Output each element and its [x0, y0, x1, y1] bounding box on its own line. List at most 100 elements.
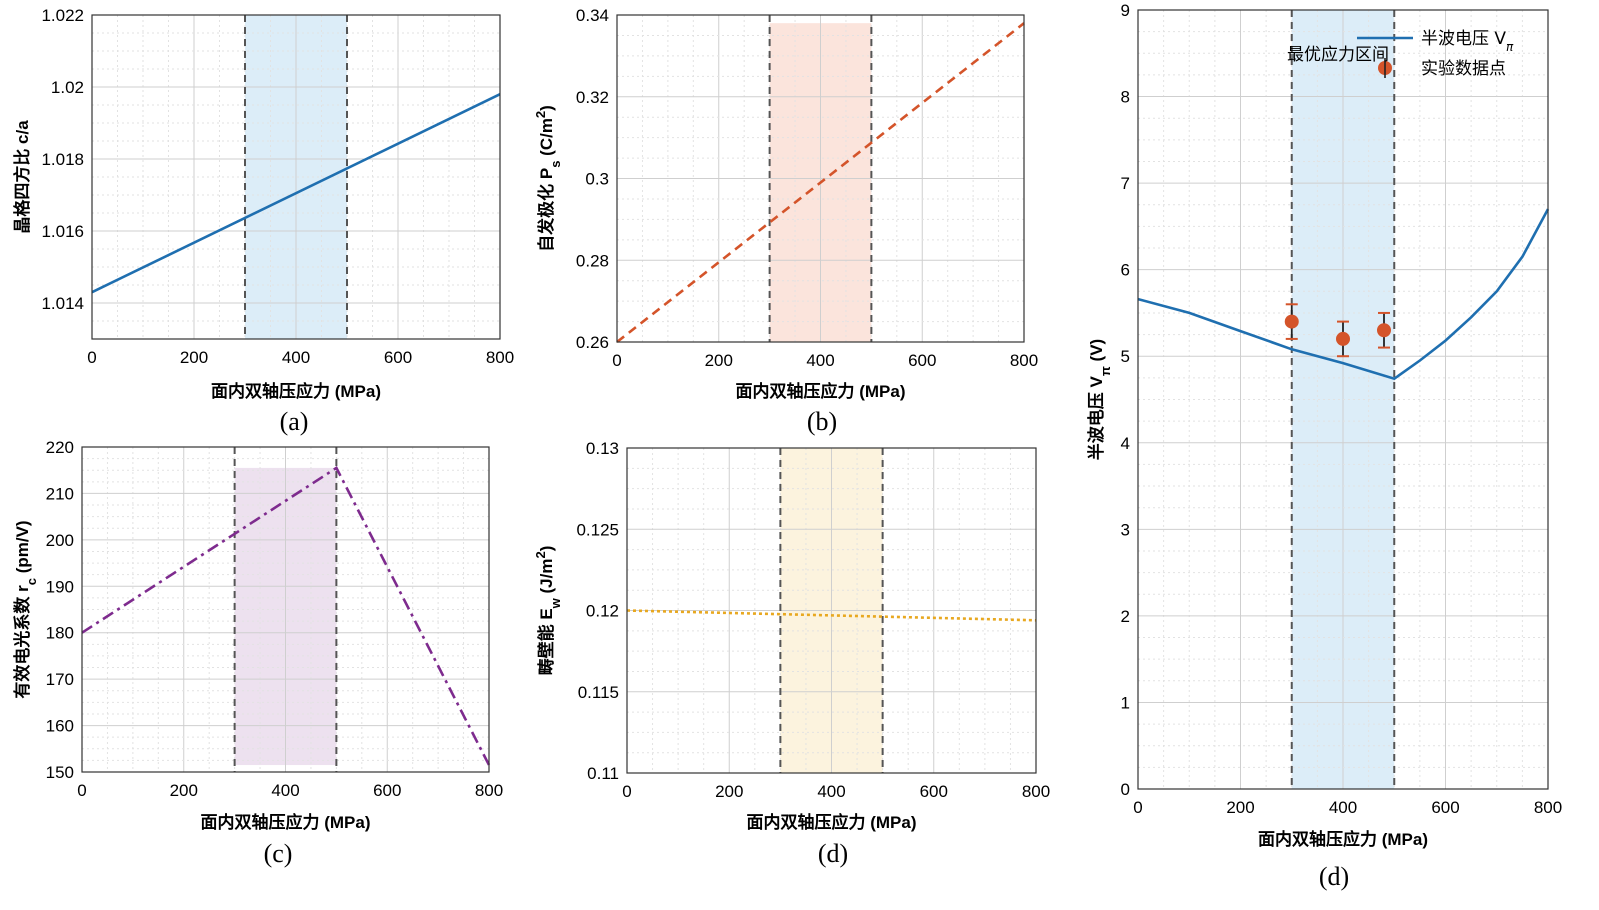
x-tick-label: 800	[486, 348, 514, 367]
y-tick-label: 180	[46, 624, 74, 643]
legend-label: 实验数据点	[1421, 59, 1506, 79]
axes-frame	[616, 14, 1025, 343]
x-tick-label: 200	[1226, 798, 1254, 817]
chart-d2: 0 200 400 600 800 0 1 2 3 4 5 6 7 8 9 面内双轴压应力 (MPa) 半波电压…	[1086, 1, 1562, 891]
x-tick-label: 600	[908, 351, 936, 370]
y-tick-label: 190	[46, 577, 74, 596]
x-tick-label: 600	[373, 781, 401, 800]
y-axis-label: 自发极化 Ps (C/m2)	[533, 105, 563, 252]
x-axis-label: 面内双轴压应力 (MPa)	[211, 381, 381, 401]
x-tick-label: 800	[1534, 798, 1562, 817]
y-label-sub: w	[548, 597, 563, 609]
legend-label-sub: π	[1506, 40, 1514, 54]
y-tick-label: 0.34	[576, 6, 609, 25]
panel-caption: (d)	[818, 839, 848, 868]
x-tick-label: 600	[1431, 798, 1459, 817]
y-tick-label: 0.3	[585, 170, 609, 189]
y-label-sup: 2	[533, 551, 548, 558]
data-point	[1336, 331, 1350, 346]
data-point	[1377, 323, 1391, 338]
y-tick-label: 150	[46, 763, 74, 782]
x-tick-label: 400	[1329, 798, 1357, 817]
x-tick-label: 0	[77, 781, 86, 800]
y-label-main: 畴壁能 E	[536, 608, 556, 675]
y-tick-label: 6	[1121, 261, 1130, 280]
y-axis-label: 半波电压 Vπ (V)	[1086, 339, 1113, 460]
y-tick-label: 200	[46, 531, 74, 550]
y-tick-label: 8	[1121, 88, 1130, 107]
y-tick-label: 0	[1121, 780, 1130, 799]
y-tick-label: 1	[1121, 693, 1130, 712]
x-tick-label: 0	[622, 782, 631, 801]
x-tick-label: 0	[612, 351, 621, 370]
x-axis-label: 面内双轴压应力 (MPa)	[201, 812, 371, 832]
y-tick-label: 1.014	[41, 294, 84, 313]
y-tick-label: 1.02	[51, 78, 84, 97]
series-line	[1137, 208, 1550, 381]
x-tick-label: 400	[271, 781, 299, 800]
y-tick-label: 0.115	[578, 683, 619, 702]
y-tick-label: 7	[1121, 174, 1130, 193]
x-tick-label: 800	[1010, 351, 1038, 370]
x-axis-label: 面内双轴压应力 (MPa)	[747, 812, 917, 832]
y-tick-label: 210	[46, 484, 74, 503]
y-tick-label: 3	[1121, 520, 1130, 539]
x-tick-label: 800	[475, 781, 503, 800]
chart-b: 0 200 400 600 800 0.26 0.28 0.3 0.32 0.34 面内双轴压应力 …	[533, 6, 1039, 436]
y-label-unit: (pm/V)	[13, 520, 32, 578]
legend-label-main: 半波电压 V	[1421, 29, 1506, 49]
y-axis-label: 有效电光系数 rc (pm/V)	[12, 520, 39, 698]
axes-frame	[81, 446, 490, 773]
y-tick-label: 1.018	[41, 150, 84, 169]
y-tick-label: 160	[46, 717, 74, 736]
y-axis-label: 畴壁能 Ew (J/m2)	[533, 546, 563, 676]
x-tick-label: 600	[920, 782, 948, 801]
x-tick-label: 200	[705, 351, 733, 370]
y-tick-label: 1.016	[41, 222, 84, 241]
y-tick-label: 0.11	[587, 764, 619, 783]
y-tick-label: 0.28	[576, 251, 609, 270]
y-label-sup: 2	[533, 111, 548, 118]
y-label-close: )	[537, 546, 556, 552]
y-tick-label: 2	[1121, 607, 1130, 626]
series-line	[616, 22, 1025, 344]
x-axis-label: 面内双轴压应力 (MPa)	[1258, 829, 1428, 849]
y-tick-label: 5	[1121, 347, 1130, 366]
x-tick-label: 600	[384, 348, 412, 367]
x-tick-label: 0	[1133, 798, 1142, 817]
series-line	[81, 466, 491, 766]
axes-frame	[91, 14, 501, 340]
y-tick-label: 0.32	[576, 88, 609, 107]
y-label-sub: s	[548, 161, 563, 168]
y-label-unit: (V)	[1087, 339, 1106, 366]
panel-caption: (a)	[280, 407, 309, 436]
y-label-unit: (C/m	[537, 118, 556, 161]
region-label: 最优应力区间	[1287, 45, 1389, 65]
y-tick-label: 4	[1121, 434, 1130, 453]
y-tick-label: 220	[46, 438, 74, 457]
y-tick-label: 1.022	[41, 6, 84, 25]
panel-caption: (d)	[1319, 862, 1349, 891]
y-label-main: 半波电压 V	[1086, 375, 1106, 460]
legend-label-main: 实验数据点	[1421, 59, 1506, 79]
x-tick-label: 400	[282, 348, 310, 367]
y-label-sub: π	[1098, 366, 1113, 376]
panel-caption: (c)	[264, 839, 293, 868]
x-tick-label: 200	[170, 781, 198, 800]
legend-label: 半波电压 Vπ	[1421, 29, 1514, 54]
x-tick-label: 0	[87, 348, 96, 367]
y-tick-label: 9	[1121, 1, 1130, 20]
y-tick-label: 0.26	[576, 333, 609, 352]
y-label-main: 有效电光系数 r	[12, 585, 32, 699]
y-tick-label: 0.125	[576, 520, 619, 539]
series-line	[91, 93, 501, 294]
axes-frame	[626, 447, 1037, 774]
x-tick-label: 400	[817, 782, 845, 801]
x-tick-label: 400	[806, 351, 834, 370]
y-label-close: )	[537, 105, 556, 111]
x-tick-label: 200	[715, 782, 743, 801]
chart-a: 0 200 400 600 800 1.014 1.016 1.018 1.02 1.022 面内双…	[12, 6, 514, 436]
y-tick-label: 0.12	[586, 602, 619, 621]
